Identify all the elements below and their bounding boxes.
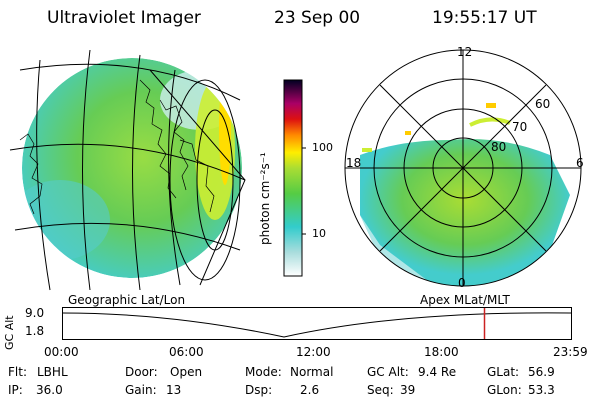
altitude-curve (62, 312, 572, 338)
date-readout: 23 Sep 00 (274, 8, 361, 28)
seq-value: 39 (400, 383, 416, 397)
lat-lon-grid (9, 49, 246, 291)
time-tick-0: 00:00 (44, 345, 79, 359)
time-tick-3: 18:00 (424, 345, 459, 359)
polar-plot (344, 49, 582, 287)
colorbar-scale (283, 79, 303, 277)
mode-value: Normal (290, 365, 334, 379)
altitude-plot-frame (62, 307, 572, 340)
filter-value: LBHL (37, 365, 68, 379)
glat-value: 56.9 (528, 365, 555, 379)
gcalt-label: GC Alt: (367, 365, 409, 379)
colorbar-unit-label: photon cm⁻²s⁻¹ (258, 152, 272, 245)
polar-label-dusk: 18 (346, 156, 362, 170)
mode-label: Mode: (245, 365, 282, 379)
altitude-tick-high: 9.0 (25, 306, 45, 320)
gain-value: 13 (166, 383, 182, 397)
polar-lat-label-60: 60 (535, 97, 551, 111)
time-tick-1: 06:00 (169, 345, 204, 359)
gcalt-value: 9.4 Re (418, 365, 457, 379)
colorbar-tick-100: 100 (312, 141, 333, 154)
ip-label: IP: (8, 383, 23, 397)
right-panel-label: Apex MLat/MLT (420, 293, 510, 307)
polar-label-dawn: 6 (576, 156, 584, 170)
gain-label: Gain: (125, 383, 157, 397)
polar-grid (344, 49, 582, 287)
time-readout: 19:55:17 UT (432, 8, 537, 28)
polar-lat-label-80: 80 (491, 140, 507, 154)
filter-label: Flt: (8, 365, 27, 379)
glon-label: GLon: (487, 383, 522, 397)
app-title: Ultraviolet Imager (47, 8, 201, 28)
altitude-axis-label: GC Alt (3, 315, 16, 350)
dsp-label: Dsp: (245, 383, 273, 397)
glat-label: GLat: (487, 365, 520, 379)
altitude-tick-low: 1.8 (25, 324, 45, 338)
time-tick-4: 23:59 (553, 345, 588, 359)
altitude-plot (62, 307, 572, 340)
geographic-map-panel (9, 49, 246, 291)
dsp-value: 2.6 (300, 383, 320, 397)
ip-value: 36.0 (36, 383, 63, 397)
coastlines (19, 79, 215, 215)
colorbar (283, 79, 306, 277)
left-panel-label: Geographic Lat/Lon (68, 293, 186, 307)
polar-lat-label-70: 70 (512, 120, 528, 134)
time-tick-2: 12:00 (296, 345, 331, 359)
polar-label-midnight: 0 (458, 276, 466, 290)
seq-label: Seq: (367, 383, 394, 397)
door-value: Open (170, 365, 203, 379)
door-label: Door: (125, 365, 158, 379)
colorbar-tick-10: 10 (312, 227, 326, 240)
uv-image-projection (22, 58, 242, 278)
polar-label-noon: 12 (457, 45, 473, 59)
glon-value: 53.3 (528, 383, 555, 397)
